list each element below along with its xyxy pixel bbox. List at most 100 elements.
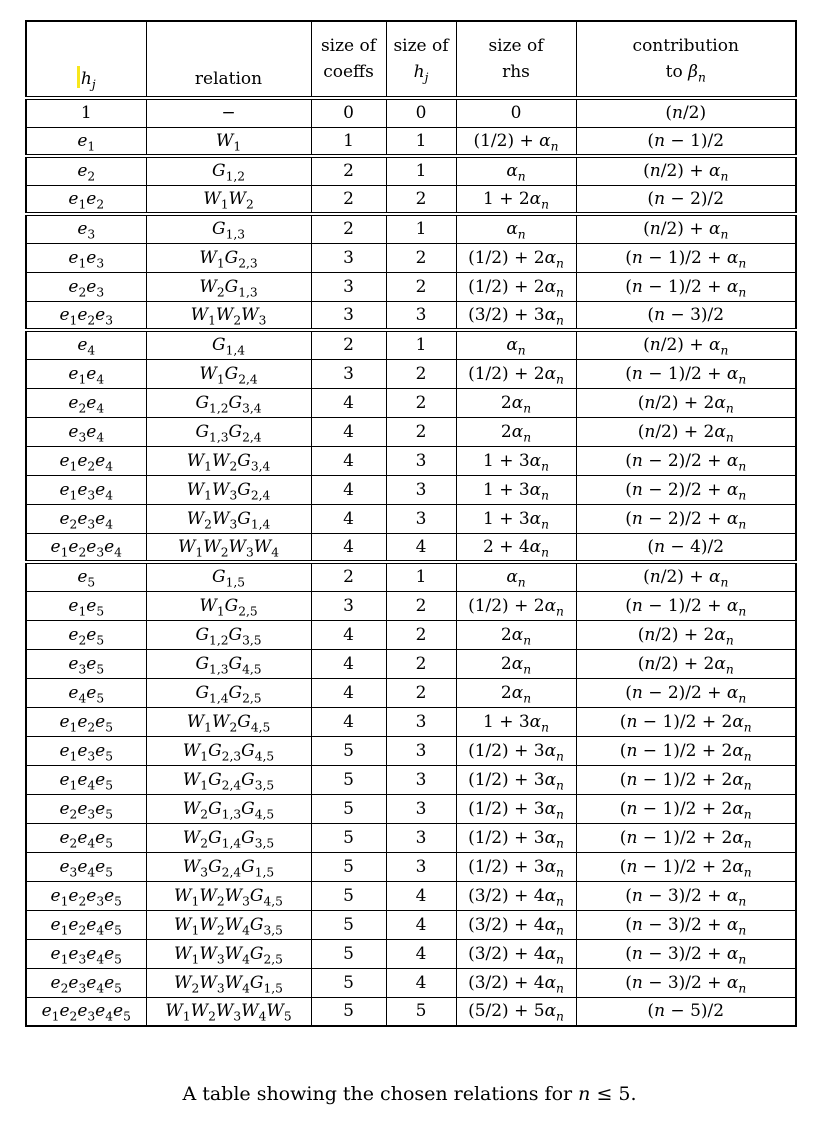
cell-size-coeffs: 2 <box>310 561 387 592</box>
cell-size-coeffs: 4 <box>310 619 387 650</box>
header-size-coeffs-line1: size of <box>320 35 377 56</box>
cell-size-rhs: (3/2) + 3αn <box>455 300 577 332</box>
cell-size-coeffs: 5 <box>310 996 387 1027</box>
cell-contribution: (n/2) + αn <box>575 329 797 360</box>
cell-size-hj: 0 <box>385 97 457 128</box>
cell-contribution: (n/2) + αn <box>575 213 797 244</box>
cell-hj: e2e4 <box>25 387 147 418</box>
cell-hj: e3 <box>25 213 147 244</box>
header-hj-label: hj <box>80 69 96 92</box>
cell-relation: W1W2W3 <box>145 300 312 332</box>
cell-size-rhs: 2αn <box>455 387 577 418</box>
cell-size-coeffs: 4 <box>310 503 387 534</box>
table-caption: A table showing the chosen relations for… <box>0 1083 819 1105</box>
cell-size-hj: 2 <box>385 358 457 389</box>
cell-size-hj: 3 <box>385 793 457 824</box>
cell-size-rhs: (1/2) + 2αn <box>455 358 577 389</box>
table-row: e1e4e5 W1G2,4G3,5 5 3 (1/2) + 3αn (n − 1)/2 +… <box>25 764 797 795</box>
cell-hj: e1e4 <box>25 358 147 389</box>
cell-contribution: (n − 1)/2 + 2αn <box>575 706 797 737</box>
cell-size-hj: 2 <box>385 242 457 273</box>
cell-contribution: (n − 1)/2 + αn <box>575 242 797 273</box>
table-row: e2e3 W2G1,3 3 2 (1/2) + 2αn (n − 1)/2 + αn <box>25 271 797 302</box>
cell-relation: W1W2 <box>145 184 312 216</box>
cell-hj: e1e2e3e5 <box>25 880 147 911</box>
cell-size-coeffs: 5 <box>310 880 387 911</box>
cell-contribution: (n/2) + αn <box>575 561 797 592</box>
cell-size-hj: 4 <box>385 938 457 969</box>
cell-size-rhs: αn <box>455 561 577 592</box>
cell-size-rhs: 2αn <box>455 648 577 679</box>
header-size-coeffs-line2: coeffs <box>323 62 374 82</box>
cell-relation: W1G2,4G3,5 <box>145 764 312 795</box>
cell-relation: W1W3G2,4 <box>145 474 312 505</box>
table-row: e1e3e5 W1G2,3G4,5 5 3 (1/2) + 3αn (n − 1)/2 +… <box>25 735 797 766</box>
cell-contribution: (n − 2)/2 + αn <box>575 503 797 534</box>
cell-relation: W1G2,3 <box>145 242 312 273</box>
cell-relation: G1,5 <box>145 561 312 592</box>
cell-size-hj: 3 <box>385 822 457 853</box>
header-hj: hj <box>25 20 147 100</box>
cell-hj: e1e2e4 <box>25 445 147 476</box>
cell-size-rhs: (1/2) + 3αn <box>455 764 577 795</box>
cell-contribution: (n − 2)/2 + αn <box>575 677 797 708</box>
table-row: e3 G1,3 2 1 αn (n/2) + αn <box>25 213 797 244</box>
header-relation-label: relation <box>194 69 263 89</box>
table-row: e3e4 G1,3G2,4 4 2 2αn (n/2) + 2αn <box>25 416 797 447</box>
cell-relation: G1,2G3,4 <box>145 387 312 418</box>
cell-size-coeffs: 2 <box>310 329 387 360</box>
cell-relation: G1,4 <box>145 329 312 360</box>
cell-size-rhs: (1/2) + 3αn <box>455 822 577 853</box>
cell-relation: W2G1,3 <box>145 271 312 302</box>
header-row: hj relation size of coeffs size of hj <box>25 20 797 100</box>
table-row: e1 W1 1 1 (1/2) + αn (n − 1)/2 <box>25 126 797 158</box>
cell-relation: G1,2 <box>145 155 312 186</box>
cell-contribution: (n − 2)/2 + αn <box>575 474 797 505</box>
cell-size-rhs: (3/2) + 4αn <box>455 967 577 998</box>
header-contribution: contribution to βn <box>575 20 797 100</box>
table-row: 1−0 0 0 (n/2) <box>25 97 797 128</box>
cell-size-hj: 4 <box>385 532 457 564</box>
cell-contribution: (n/2) <box>575 97 797 128</box>
cell-hj: e3e5 <box>25 648 147 679</box>
cell-size-coeffs: 3 <box>310 300 387 332</box>
cell-contribution: (n − 1)/2 + 2αn <box>575 793 797 824</box>
cell-size-rhs: (1/2) + 3αn <box>455 851 577 882</box>
cell-relation: W2W3G1,4 <box>145 503 312 534</box>
cell-size-hj: 3 <box>385 300 457 332</box>
cell-size-hj: 1 <box>385 213 457 244</box>
text-cursor <box>76 66 80 88</box>
table-row: e2 G1,2 2 1 αn (n/2) + αn <box>25 155 797 186</box>
cell-contribution: (n − 1)/2 + 2αn <box>575 851 797 882</box>
cell-contribution: (n − 3)/2 + αn <box>575 909 797 940</box>
cell-size-rhs: (1/2) + 3αn <box>455 793 577 824</box>
cell-size-coeffs: 0 <box>310 97 387 128</box>
header-contribution-line1: contribution <box>632 35 739 56</box>
cell-size-coeffs: 4 <box>310 416 387 447</box>
cell-hj: e2e5 <box>25 619 147 650</box>
cell-size-rhs: αn <box>455 329 577 360</box>
cell-relation: W1W2G3,4 <box>145 445 312 476</box>
table-row: e2e3e5 W2G1,3G4,5 5 3 (1/2) + 3αn (n − 1)/2 +… <box>25 793 797 824</box>
cell-contribution: (n − 4)/2 <box>575 532 797 564</box>
cell-size-rhs: (1/2) + 2αn <box>455 271 577 302</box>
cell-size-coeffs: 4 <box>310 532 387 564</box>
cell-size-coeffs: 3 <box>310 590 387 621</box>
cell-contribution: (n − 1)/2 <box>575 126 797 158</box>
cell-contribution: (n − 5)/2 <box>575 996 797 1027</box>
cell-relation: G1,3 <box>145 213 312 244</box>
cell-size-hj: 1 <box>385 329 457 360</box>
cell-hj: e1e2e3 <box>25 300 147 332</box>
cell-contribution: (n − 1)/2 + αn <box>575 358 797 389</box>
cell-contribution: (n/2) + αn <box>575 155 797 186</box>
cell-size-rhs: (5/2) + 5αn <box>455 996 577 1027</box>
cell-relation: W1G2,5 <box>145 590 312 621</box>
cell-size-rhs: 1 + 3αn <box>455 474 577 505</box>
cell-size-coeffs: 4 <box>310 387 387 418</box>
cell-hj: e2e3e4e5 <box>25 967 147 998</box>
cell-relation: W1G2,4 <box>145 358 312 389</box>
cell-contribution: (n − 1)/2 + 2αn <box>575 764 797 795</box>
cell-size-hj: 3 <box>385 474 457 505</box>
table-row: e5 G1,5 2 1 αn (n/2) + αn <box>25 561 797 592</box>
cell-contribution: (n − 2)/2 <box>575 184 797 216</box>
